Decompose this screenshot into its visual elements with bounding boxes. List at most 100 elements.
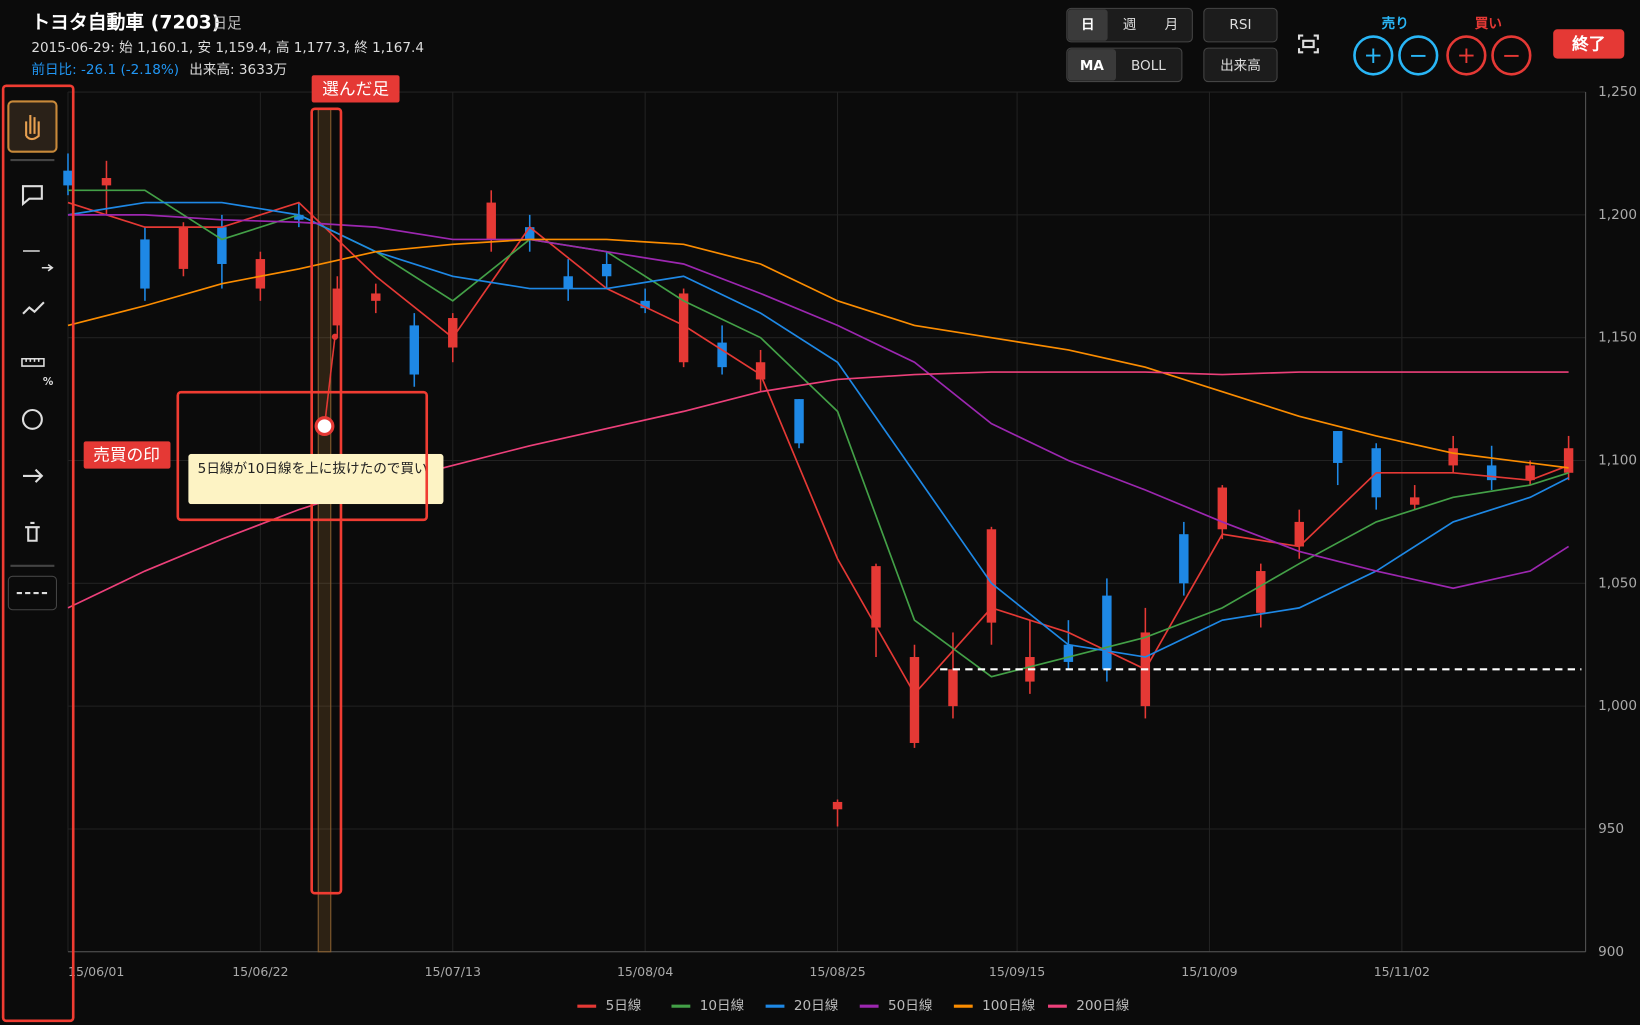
week-button[interactable]: 週 — [1123, 17, 1137, 33]
stock-title: トヨタ自動車 (7203) — [31, 11, 220, 34]
ruler-tool[interactable] — [21, 357, 45, 367]
legend-label: 5日線 — [606, 998, 642, 1014]
exit-button[interactable]: 終了 — [1572, 33, 1605, 53]
y-tick-label: 1,000 — [1598, 698, 1637, 714]
candle-body — [448, 318, 458, 348]
period: 日足 — [212, 15, 242, 32]
buy-minus-label[interactable]: − — [1502, 43, 1521, 69]
dash-tool[interactable] — [7, 575, 58, 611]
marker-stem — [323, 336, 336, 427]
vol-box[interactable] — [1203, 47, 1278, 83]
y-tick-label: 1,150 — [1598, 330, 1637, 346]
x-tick-label: 15/10/09 — [1181, 964, 1237, 979]
candle-body — [1063, 644, 1074, 662]
legend-label: 50日線 — [888, 998, 933, 1014]
ma-line — [67, 214, 1570, 590]
candle-body — [601, 263, 612, 277]
note: 5日線が10日線を上に抜けたので買い — [188, 453, 444, 505]
delete-tool[interactable] — [25, 521, 40, 542]
day-button[interactable]: 日 — [1081, 17, 1095, 33]
candle-body — [871, 566, 881, 628]
volume: 出来高: 3633万 — [189, 61, 287, 78]
change: 前日比: -26.1 (-2.18%) — [31, 61, 179, 78]
candle-body — [1525, 465, 1535, 481]
selected-label-box — [311, 75, 400, 103]
candle-body — [409, 325, 419, 375]
candle-body — [178, 227, 189, 269]
candle-body — [217, 227, 227, 264]
x-tick-label: 15/11/02 — [1374, 964, 1430, 979]
selected-label: 選んだ足 — [322, 78, 389, 98]
ma-line — [67, 238, 1569, 469]
y-tick-label: 1,050 — [1598, 575, 1637, 591]
hand-tool[interactable] — [7, 100, 58, 153]
x-tick-label: 15/09/15 — [989, 964, 1045, 979]
candle-body — [832, 801, 843, 810]
y-tick-label: 1,200 — [1598, 207, 1637, 223]
candle-body — [1409, 497, 1420, 505]
marker-label-box — [83, 441, 171, 469]
legend-label: 20日線 — [794, 998, 839, 1014]
sell-plus-label[interactable]: + — [1364, 43, 1383, 69]
sell-minus-label[interactable]: − — [1409, 43, 1428, 69]
candle-body — [63, 170, 73, 186]
rsi-button[interactable]: RSI — [1229, 17, 1251, 33]
month-button[interactable]: 月 — [1165, 17, 1179, 33]
legend-label: 100日線 — [982, 998, 1035, 1014]
legend-label: 200日線 — [1076, 998, 1129, 1014]
candle-body — [986, 529, 997, 623]
buy-label: 買い — [1475, 16, 1502, 32]
sell-minus[interactable] — [1398, 35, 1439, 76]
toolbar-frame — [1, 84, 75, 1023]
trade-marker — [314, 416, 335, 437]
candle-body — [948, 669, 958, 707]
y-tick-label: 950 — [1598, 821, 1624, 837]
ma-line — [67, 201, 1569, 658]
ruler-percent: % — [43, 376, 54, 388]
sell-plus[interactable] — [1353, 35, 1394, 76]
boll-button[interactable]: BOLL — [1131, 58, 1166, 74]
selected-column — [317, 108, 332, 953]
buy-plus-label[interactable]: + — [1457, 43, 1476, 69]
vol-button[interactable]: 出来高 — [1220, 57, 1261, 74]
exit-box[interactable] — [1553, 29, 1625, 59]
buy-plus[interactable] — [1446, 35, 1487, 76]
rsi-box[interactable] — [1203, 7, 1278, 43]
candle-body — [525, 227, 535, 240]
candle-body — [1256, 571, 1266, 613]
candle-body — [1486, 465, 1497, 481]
candle-body — [294, 214, 304, 220]
arrow-tool[interactable] — [23, 468, 44, 483]
candle-body — [640, 300, 650, 309]
fullscreen-button[interactable] — [1297, 34, 1319, 54]
y-tick-label: 1,100 — [1598, 453, 1637, 469]
candle-body — [1179, 534, 1189, 584]
candle-body — [1563, 448, 1574, 473]
circle-tool[interactable] — [21, 408, 43, 430]
comment-tool[interactable] — [21, 185, 43, 207]
line-tool[interactable] — [23, 250, 54, 272]
candle-body — [255, 259, 266, 289]
plot: 900 950 1,000 1,050 1,100 1,150 1,200 1,250 15/0… — [63, 75, 1637, 1014]
candle-body — [1294, 521, 1304, 547]
candle-body — [909, 657, 920, 743]
note-frame — [176, 390, 429, 522]
ma-button[interactable]: MA — [1080, 58, 1105, 74]
buy-minus[interactable] — [1491, 35, 1532, 76]
x-tick-label: 15/08/04 — [617, 964, 673, 979]
x-tick-label: 15/08/25 — [809, 964, 865, 979]
candle-body — [371, 293, 381, 301]
candle-body — [678, 293, 689, 363]
trend-tool[interactable] — [22, 301, 45, 315]
sell-label: 売り — [1382, 15, 1409, 32]
marker-label: 売買の印 — [93, 445, 160, 465]
candle-body — [794, 399, 804, 444]
candle-body — [101, 178, 112, 186]
ohlc: 2015-06-29: 始 1,160.1, 安 1,159.4, 高 1,17… — [31, 39, 424, 56]
candle-body — [563, 276, 573, 289]
candle-body — [1448, 448, 1458, 466]
indicator-selected — [1067, 49, 1116, 81]
candle-body — [1102, 595, 1112, 670]
candle-body — [717, 342, 727, 368]
